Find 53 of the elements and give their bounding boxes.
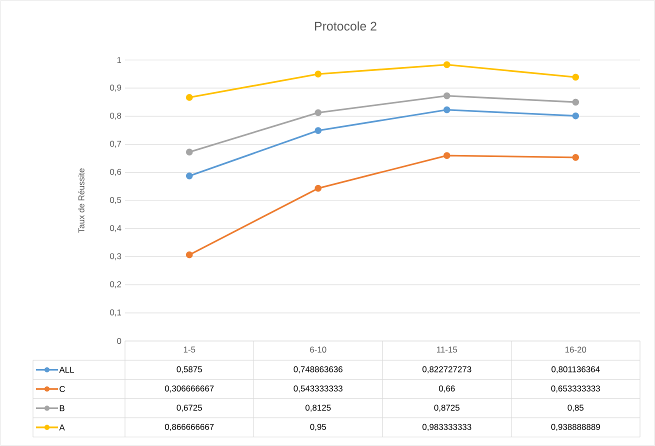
point	[572, 98, 580, 106]
x-tick-label: 6-10	[310, 346, 326, 353]
data-label: 0,801136364	[552, 366, 600, 374]
legend-label: C	[60, 386, 65, 392]
point	[572, 112, 580, 120]
point	[186, 251, 193, 258]
point	[443, 106, 450, 114]
data-label: 0,6725	[176, 404, 202, 412]
data-label: 0,983333333	[422, 424, 472, 431]
point	[314, 70, 322, 78]
point	[572, 154, 580, 161]
y-tick-label: 0	[117, 338, 122, 344]
data-label: 0,822727273	[422, 366, 472, 374]
y-tick-label: 0,9	[110, 84, 122, 92]
legend-label: A	[59, 424, 65, 430]
y-tick-label: 1	[117, 57, 122, 63]
y-tick-label: 0,5	[110, 197, 122, 204]
data-label: 0,748863636	[294, 366, 342, 374]
x-tick-label: 11-15	[437, 346, 458, 353]
y-tick-label: 0,7	[110, 140, 122, 148]
point	[443, 92, 450, 100]
y-tick-label: 0,4	[110, 225, 122, 232]
point	[186, 148, 193, 156]
point	[314, 127, 322, 134]
data-label: 0,8725	[434, 404, 460, 412]
legend-label: ALL	[59, 366, 74, 373]
legend-label: B	[60, 405, 64, 412]
data-label: 0,653333333	[551, 386, 600, 392]
chart-title: Protocole 2	[315, 21, 376, 31]
x-tick-label: 1-5	[184, 346, 196, 353]
point	[186, 172, 193, 180]
point	[186, 94, 193, 101]
data-label: 0,938888889	[551, 424, 600, 431]
point	[572, 74, 580, 81]
point	[443, 61, 450, 68]
y-tick-label: 0,6	[110, 168, 122, 176]
y-tick-label: 0,3	[110, 253, 122, 260]
data-label: 0,306666667	[164, 386, 214, 392]
data-label: 0,95	[310, 424, 326, 431]
point	[443, 152, 450, 159]
y-tick-label: 0,8	[110, 112, 122, 120]
data-label: 0,8125	[306, 404, 331, 412]
point	[314, 184, 322, 192]
data-label: 0,866666667	[164, 424, 214, 431]
data-label: 0,5875	[176, 366, 202, 374]
data-label: 0,543333333	[294, 386, 342, 392]
point	[314, 109, 322, 116]
x-tick-label: 16-20	[565, 346, 586, 353]
data-label: 0,85	[568, 404, 584, 412]
y-tick-label: 0,1	[110, 309, 122, 316]
data-label: 0,66	[438, 386, 455, 392]
y-axis-title: Taux de Réussite	[78, 168, 84, 233]
y-tick-label: 0,2	[110, 281, 122, 288]
